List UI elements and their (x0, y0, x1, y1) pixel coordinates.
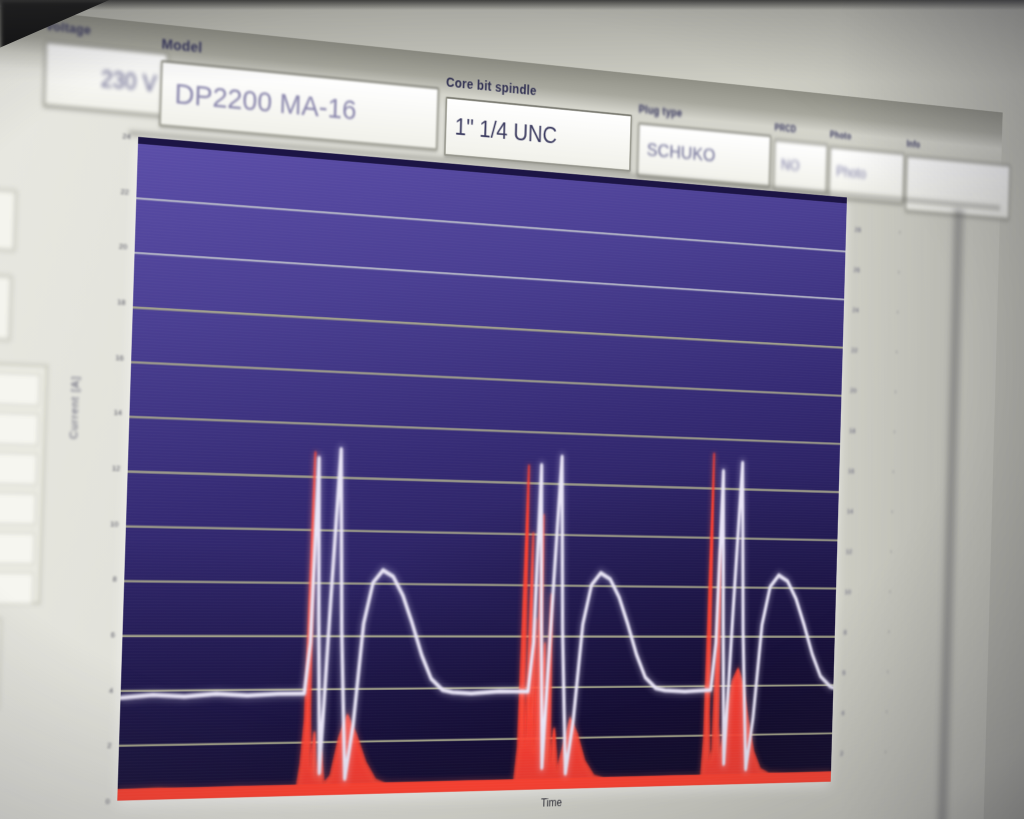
left-field-row[interactable] (0, 411, 39, 446)
left-field-row[interactable] (0, 531, 36, 565)
right-scale-value: 12 (845, 547, 853, 556)
y-tick-label: 2 (107, 740, 112, 750)
right-scale-dot: · (896, 307, 900, 318)
prcd-field-group: PRCD NO (772, 123, 829, 195)
y-tick-label: 20 (118, 241, 128, 252)
right-scale-value: 20 (850, 386, 857, 395)
y-tick-label: 0 (105, 796, 110, 806)
y-tick-label: 4 (109, 685, 114, 695)
voltage-label: Voltage (45, 17, 92, 38)
plug-type-value: SCHUKO (646, 139, 716, 166)
bezel-top-edge (0, 0, 1024, 10)
right-scale-row: 26 · (853, 266, 999, 284)
left-field-row[interactable] (0, 451, 38, 486)
left-field-row[interactable] (0, 491, 37, 526)
prcd-value: NO (780, 156, 800, 175)
right-scale-row: 18 · (849, 427, 995, 441)
right-scale-dot: · (892, 426, 896, 438)
right-scale-row: 16 · (848, 467, 994, 479)
y-tick-label: 16 (115, 352, 124, 362)
right-scale-row: 20 · (850, 386, 996, 401)
right-scale-row: 10 · (844, 586, 992, 598)
right-scale-dot: · (886, 666, 890, 678)
chart-plot-area (117, 136, 847, 801)
right-scale-value: 2 (840, 749, 844, 758)
right-scale-row: 2 · (840, 746, 987, 758)
left-field-row[interactable] (0, 571, 34, 605)
right-scale-value: 26 (853, 265, 861, 274)
prcd-label: PRCD (774, 123, 797, 136)
left-cut-field[interactable] (0, 617, 2, 711)
y-tick-label: 10 (110, 518, 119, 528)
voltage-input[interactable]: 230 V (43, 40, 169, 117)
model-value: DP2200 MA-16 (174, 77, 357, 127)
right-scale-value: 4 (841, 709, 845, 717)
right-scale-value: 8 (843, 628, 847, 637)
plug-type-field-group: Plug type SCHUKO (636, 103, 772, 188)
y-tick-label: 14 (113, 407, 123, 417)
right-scale-row: 8 · (843, 626, 990, 638)
y-tick-label: 12 (111, 463, 121, 473)
x-axis-title: Time (540, 796, 563, 810)
photo-label: Photo (829, 130, 852, 143)
left-cut-field[interactable] (0, 272, 13, 342)
right-scale-dot: · (891, 466, 895, 478)
y-tick-label: 8 (112, 574, 117, 584)
screen-moire-texture (117, 143, 847, 801)
right-scale-row: 14 · (847, 507, 994, 518)
left-cut-field[interactable] (0, 186, 18, 252)
right-scale-row: 4 · (841, 707, 988, 717)
core-bit-spindle-field-group: Core bit spindle 1" 1/4 UNC (443, 74, 633, 172)
right-scale-dot: · (898, 227, 902, 238)
right-scale-value: 28 (854, 225, 862, 234)
right-scale-dot: · (885, 706, 889, 718)
right-scale-value: 22 (851, 346, 858, 355)
right-scale-value: 18 (848, 426, 856, 435)
right-scale-row: 22 · (851, 346, 997, 362)
right-scale-row: 6 · (842, 666, 989, 678)
photo-value: Photo (835, 164, 867, 182)
right-scale-value: 6 (842, 668, 846, 677)
right-scale-row: 24 · (852, 306, 998, 323)
right-scale-value: 10 (844, 588, 852, 596)
y-tick-label: 24 (122, 131, 131, 141)
right-scale-value: 24 (852, 305, 859, 315)
y-tick-label: 6 (110, 629, 116, 639)
right-scale-value: 16 (847, 467, 855, 475)
right-scale-dot: · (895, 347, 899, 358)
left-field-group (0, 360, 49, 605)
right-scale-dot: · (897, 267, 901, 278)
y-tick-label: 22 (120, 186, 130, 196)
y-axis-title: Current [A] (68, 375, 82, 440)
right-scale-dot: · (894, 386, 897, 398)
right-scale-row: 28 · (855, 226, 1001, 245)
voltage-field-group: Voltage 230 V (43, 18, 169, 117)
y-tick-label: 18 (117, 297, 126, 307)
right-scale-row: 12 · (845, 546, 993, 558)
right-scale-value: 14 (846, 507, 854, 516)
right-scale-panel: 28 · 26 · 24 · 22 · 20 · 18 · 16 · 14 · 12 · 10 · 8 · 6 · 4 · 2 · (838, 226, 1001, 819)
voltage-value: 230 V (100, 65, 157, 97)
right-scale-dot: · (884, 746, 888, 758)
left-field-row[interactable] (0, 371, 41, 407)
right-scale-dot: · (889, 546, 893, 558)
app-window: Voltage 230 V Model DP2200 MA-16 Core bi… (0, 7, 1011, 819)
right-scale-dot: · (887, 626, 891, 638)
right-scale-dot: · (888, 586, 892, 598)
model-field-group: Model DP2200 MA-16 (158, 36, 440, 151)
core-bit-spindle-value: 1" 1/4 UNC (454, 113, 558, 149)
right-scale-dot: · (890, 506, 894, 518)
